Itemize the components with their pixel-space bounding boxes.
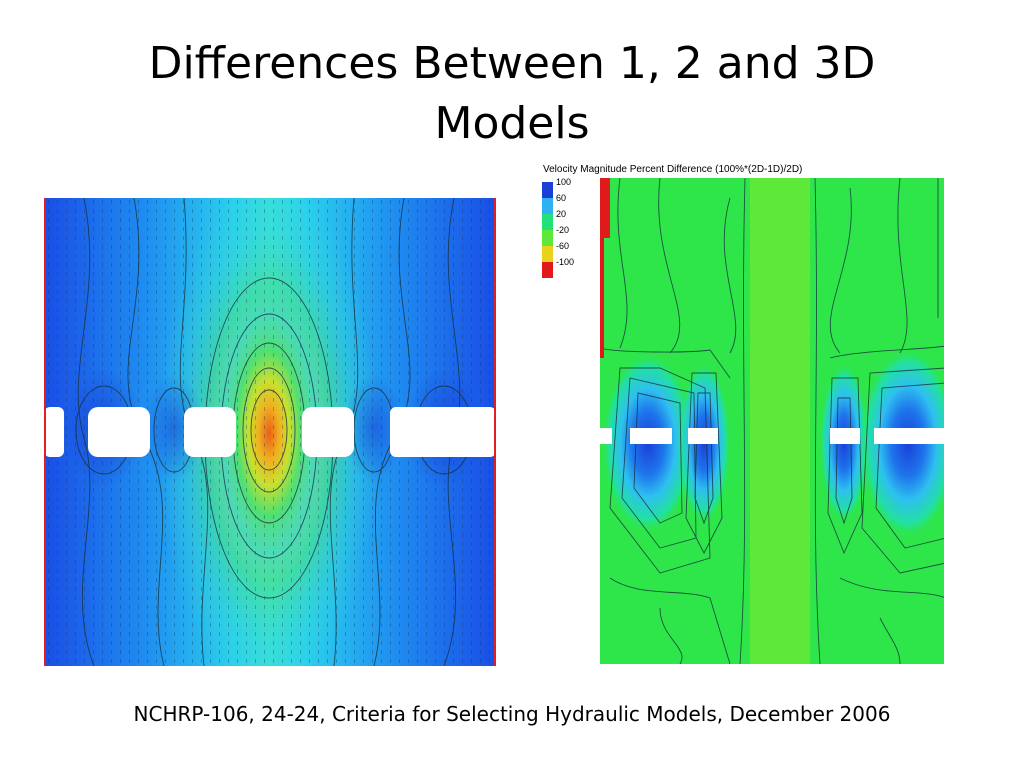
color-legend: Velocity Magnitude Percent Difference (1… — [538, 160, 958, 280]
legend-swatch — [542, 230, 553, 246]
legend-swatch — [542, 246, 553, 262]
legend-label: -60 — [556, 241, 570, 251]
legend-label: 100 — [556, 177, 572, 187]
legend-label: 20 — [556, 209, 567, 219]
citation-caption: NCHRP-106, 24-24, Criteria for Selecting… — [133, 702, 891, 726]
legend-swatch — [542, 198, 553, 214]
legend-swatch — [542, 182, 553, 198]
slide-title: Differences Between 1, 2 and 3D Models — [0, 34, 1024, 154]
legend-swatch — [542, 262, 553, 278]
velocity-contour-plot — [44, 198, 496, 666]
legend-label: 60 — [556, 193, 567, 203]
title-line-2: Models — [434, 98, 590, 149]
legend-label: -100 — [556, 257, 575, 267]
legend-label: -20 — [556, 225, 570, 235]
legend-swatch — [542, 214, 553, 230]
percent-difference-plot — [600, 178, 946, 664]
title-line-1: Differences Between 1, 2 and 3D — [148, 38, 876, 89]
legend-title: Velocity Magnitude Percent Difference (1… — [543, 164, 803, 175]
